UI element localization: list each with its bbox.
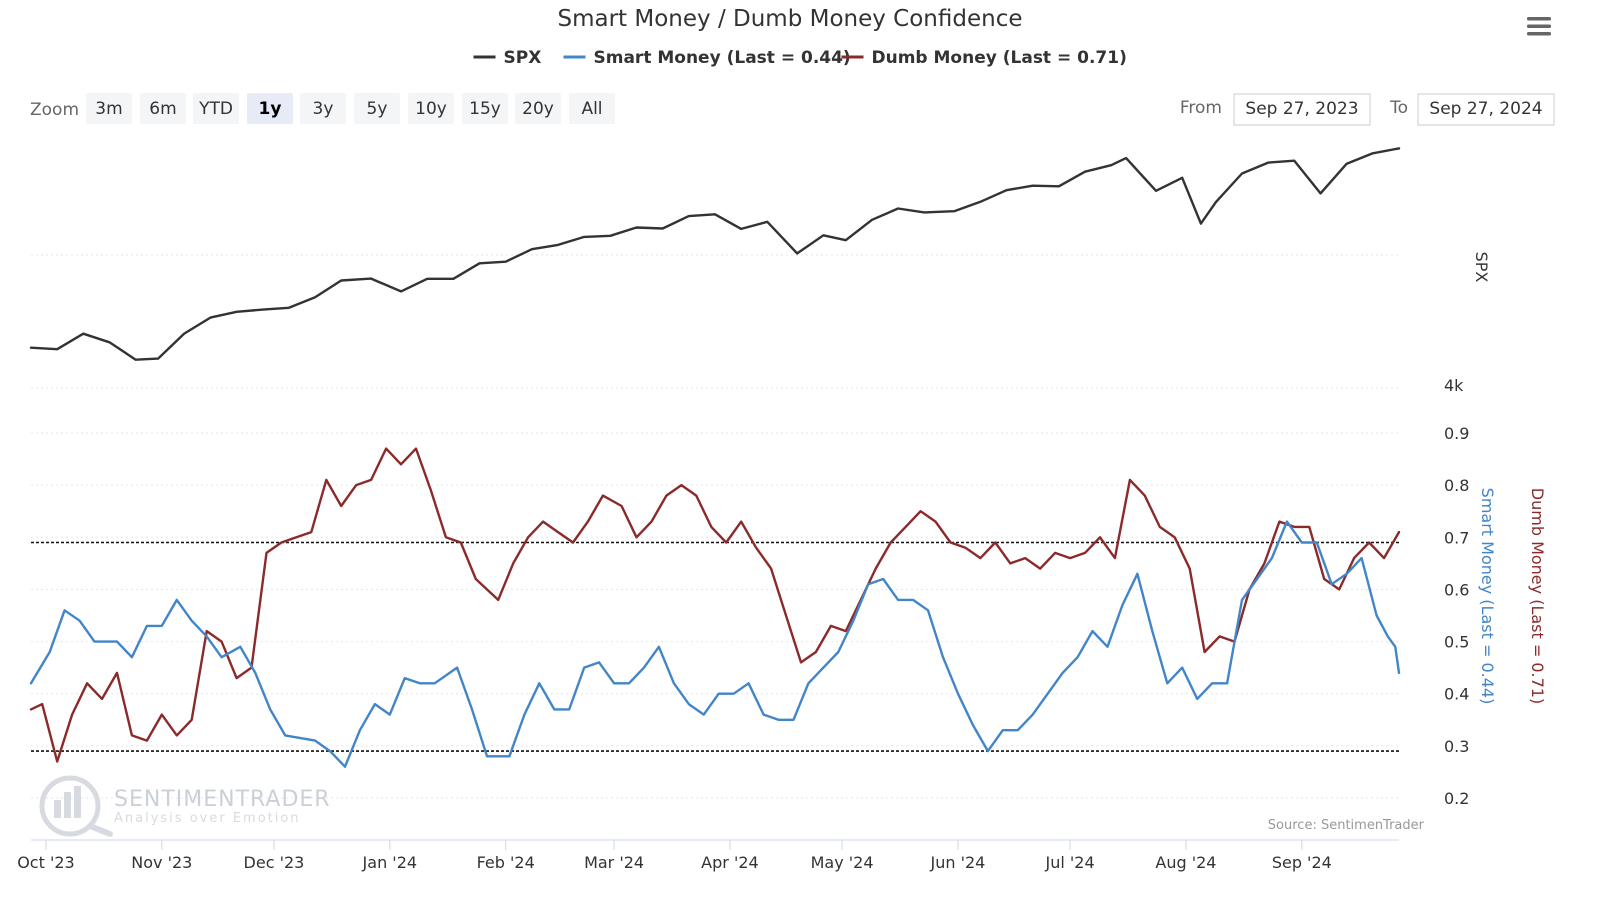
legend-item-3[interactable]: Dumb Money (Last = 0.71) xyxy=(841,48,1127,68)
source-label: Source: SentimenTrader xyxy=(1268,818,1425,833)
zoom-label: Zoom xyxy=(30,100,79,120)
confidence-tick-label: 0.4 xyxy=(1444,685,1469,704)
sentimentrader-watermark: SENTIMENTRADER Analysis over Emotion xyxy=(39,775,331,837)
zoom-button-label: 1y xyxy=(259,99,282,119)
spx-line xyxy=(29,147,1401,361)
confidence-tick-label: 0.9 xyxy=(1444,424,1469,443)
zoom-button-3y[interactable]: 3y xyxy=(300,93,346,124)
zoom-button-1y[interactable]: 1y xyxy=(247,93,293,124)
zoom-button-label: YTD xyxy=(198,99,233,119)
x-tick-label: Mar '24 xyxy=(584,853,644,872)
zoom-button-label: 6m xyxy=(149,99,176,119)
zoom-button-3m[interactable]: 3m xyxy=(86,93,132,124)
sentimentrader-logo-icon xyxy=(39,775,113,837)
confidence-tick-label: 0.3 xyxy=(1444,737,1469,756)
legend-label: SPX xyxy=(504,48,542,68)
x-tick-label: Aug '24 xyxy=(1155,853,1216,872)
watermark-name: SENTIMENTRADER xyxy=(114,787,331,812)
legend-label: Smart Money (Last = 0.44) xyxy=(594,48,851,68)
legend-label: Dumb Money (Last = 0.71) xyxy=(872,48,1127,68)
chart-title: Smart Money / Dumb Money Confidence xyxy=(558,6,1023,32)
from-date-input-box[interactable] xyxy=(1233,93,1371,126)
x-tick-label: Nov '23 xyxy=(131,853,192,872)
zoom-button-all[interactable]: All xyxy=(569,93,615,124)
to-date-input-box[interactable] xyxy=(1417,93,1555,126)
zoom-button-15y[interactable]: 15y xyxy=(462,93,508,124)
y-axis-confidence: 0.2 0.3 0.4 0.5 0.6 0.7 0.8 0.9 Smart Money (Las… xyxy=(1444,424,1547,808)
x-tick-label: Jul '24 xyxy=(1045,853,1095,872)
confidence-tick-label: 0.5 xyxy=(1444,633,1469,652)
smart-money-axis-title: Smart Money (Last = 0.44) xyxy=(1478,488,1497,705)
zoom-button-label: 5y xyxy=(367,99,388,119)
confidence-tick-label: 0.2 xyxy=(1444,789,1469,808)
x-tick-label: Dec '23 xyxy=(244,853,305,872)
smart-money-line xyxy=(29,520,1401,768)
zoom-button-10y[interactable]: 10y xyxy=(408,93,454,124)
to-date-input[interactable]: Sep 27, 2024 xyxy=(1429,99,1542,119)
date-range: From Sep 27, 2023 To Sep 27, 2024 xyxy=(1180,93,1555,126)
confidence-tick-label: 0.7 xyxy=(1444,528,1469,547)
zoom-button-5y[interactable]: 5y xyxy=(354,93,400,124)
x-tick-label: Jun '24 xyxy=(930,853,986,872)
to-label: To xyxy=(1389,98,1408,118)
spx-axis-title: SPX xyxy=(1472,252,1491,283)
x-tick-label: Feb '24 xyxy=(477,853,535,872)
series-lines xyxy=(29,147,1401,768)
zoom-button-label: 20y xyxy=(522,99,554,119)
zoom-button-label: All xyxy=(581,99,602,119)
spx-tick-label: 4k xyxy=(1444,376,1464,395)
x-tick-label: Jan '24 xyxy=(362,853,418,872)
dumb-money-axis-title: Dumb Money (Last = 0.71) xyxy=(1528,488,1547,704)
x-tick-label: Apr '24 xyxy=(701,853,759,872)
confidence-tick-label: 0.8 xyxy=(1444,476,1469,495)
zoom-button-6m[interactable]: 6m xyxy=(140,93,186,124)
legend: SPX Smart Money (Last = 0.44) Dumb Money (… xyxy=(473,48,1127,68)
reference-lines xyxy=(31,541,1399,752)
from-date-input[interactable]: Sep 27, 2023 xyxy=(1245,99,1358,119)
menu-icon[interactable] xyxy=(1524,14,1554,42)
x-tick-label: Sep '24 xyxy=(1272,853,1332,872)
zoom-button-label: 3m xyxy=(95,99,122,119)
zoom-button-ytd[interactable]: YTD xyxy=(193,93,239,124)
watermark-tagline: Analysis over Emotion xyxy=(114,811,301,826)
x-axis: Oct '23 Nov '23 Dec '23 Jan '24 Feb '24 Mar '… xyxy=(17,839,1399,872)
legend-item-2[interactable]: Smart Money (Last = 0.44) xyxy=(563,48,851,68)
grid-lines xyxy=(31,254,1399,799)
y-axis-spx: 4k SPX xyxy=(1444,252,1491,395)
legend-item-1[interactable]: SPX xyxy=(473,48,542,68)
x-tick-label: Oct '23 xyxy=(17,853,75,872)
zoom-button-label: 15y xyxy=(469,99,501,119)
zoom-button-label: 10y xyxy=(415,99,447,119)
x-tick-label: May '24 xyxy=(811,853,874,872)
from-label: From xyxy=(1180,98,1222,118)
confidence-tick-label: 0.6 xyxy=(1444,580,1469,599)
zoom-button-label: 3y xyxy=(313,99,334,119)
zoom-controls: Zoom 3m 6m YTD 1y 3y 5y 10y 15y 20y All xyxy=(30,93,615,124)
zoom-button-20y[interactable]: 20y xyxy=(515,93,561,124)
dumb-money-line xyxy=(29,447,1401,763)
